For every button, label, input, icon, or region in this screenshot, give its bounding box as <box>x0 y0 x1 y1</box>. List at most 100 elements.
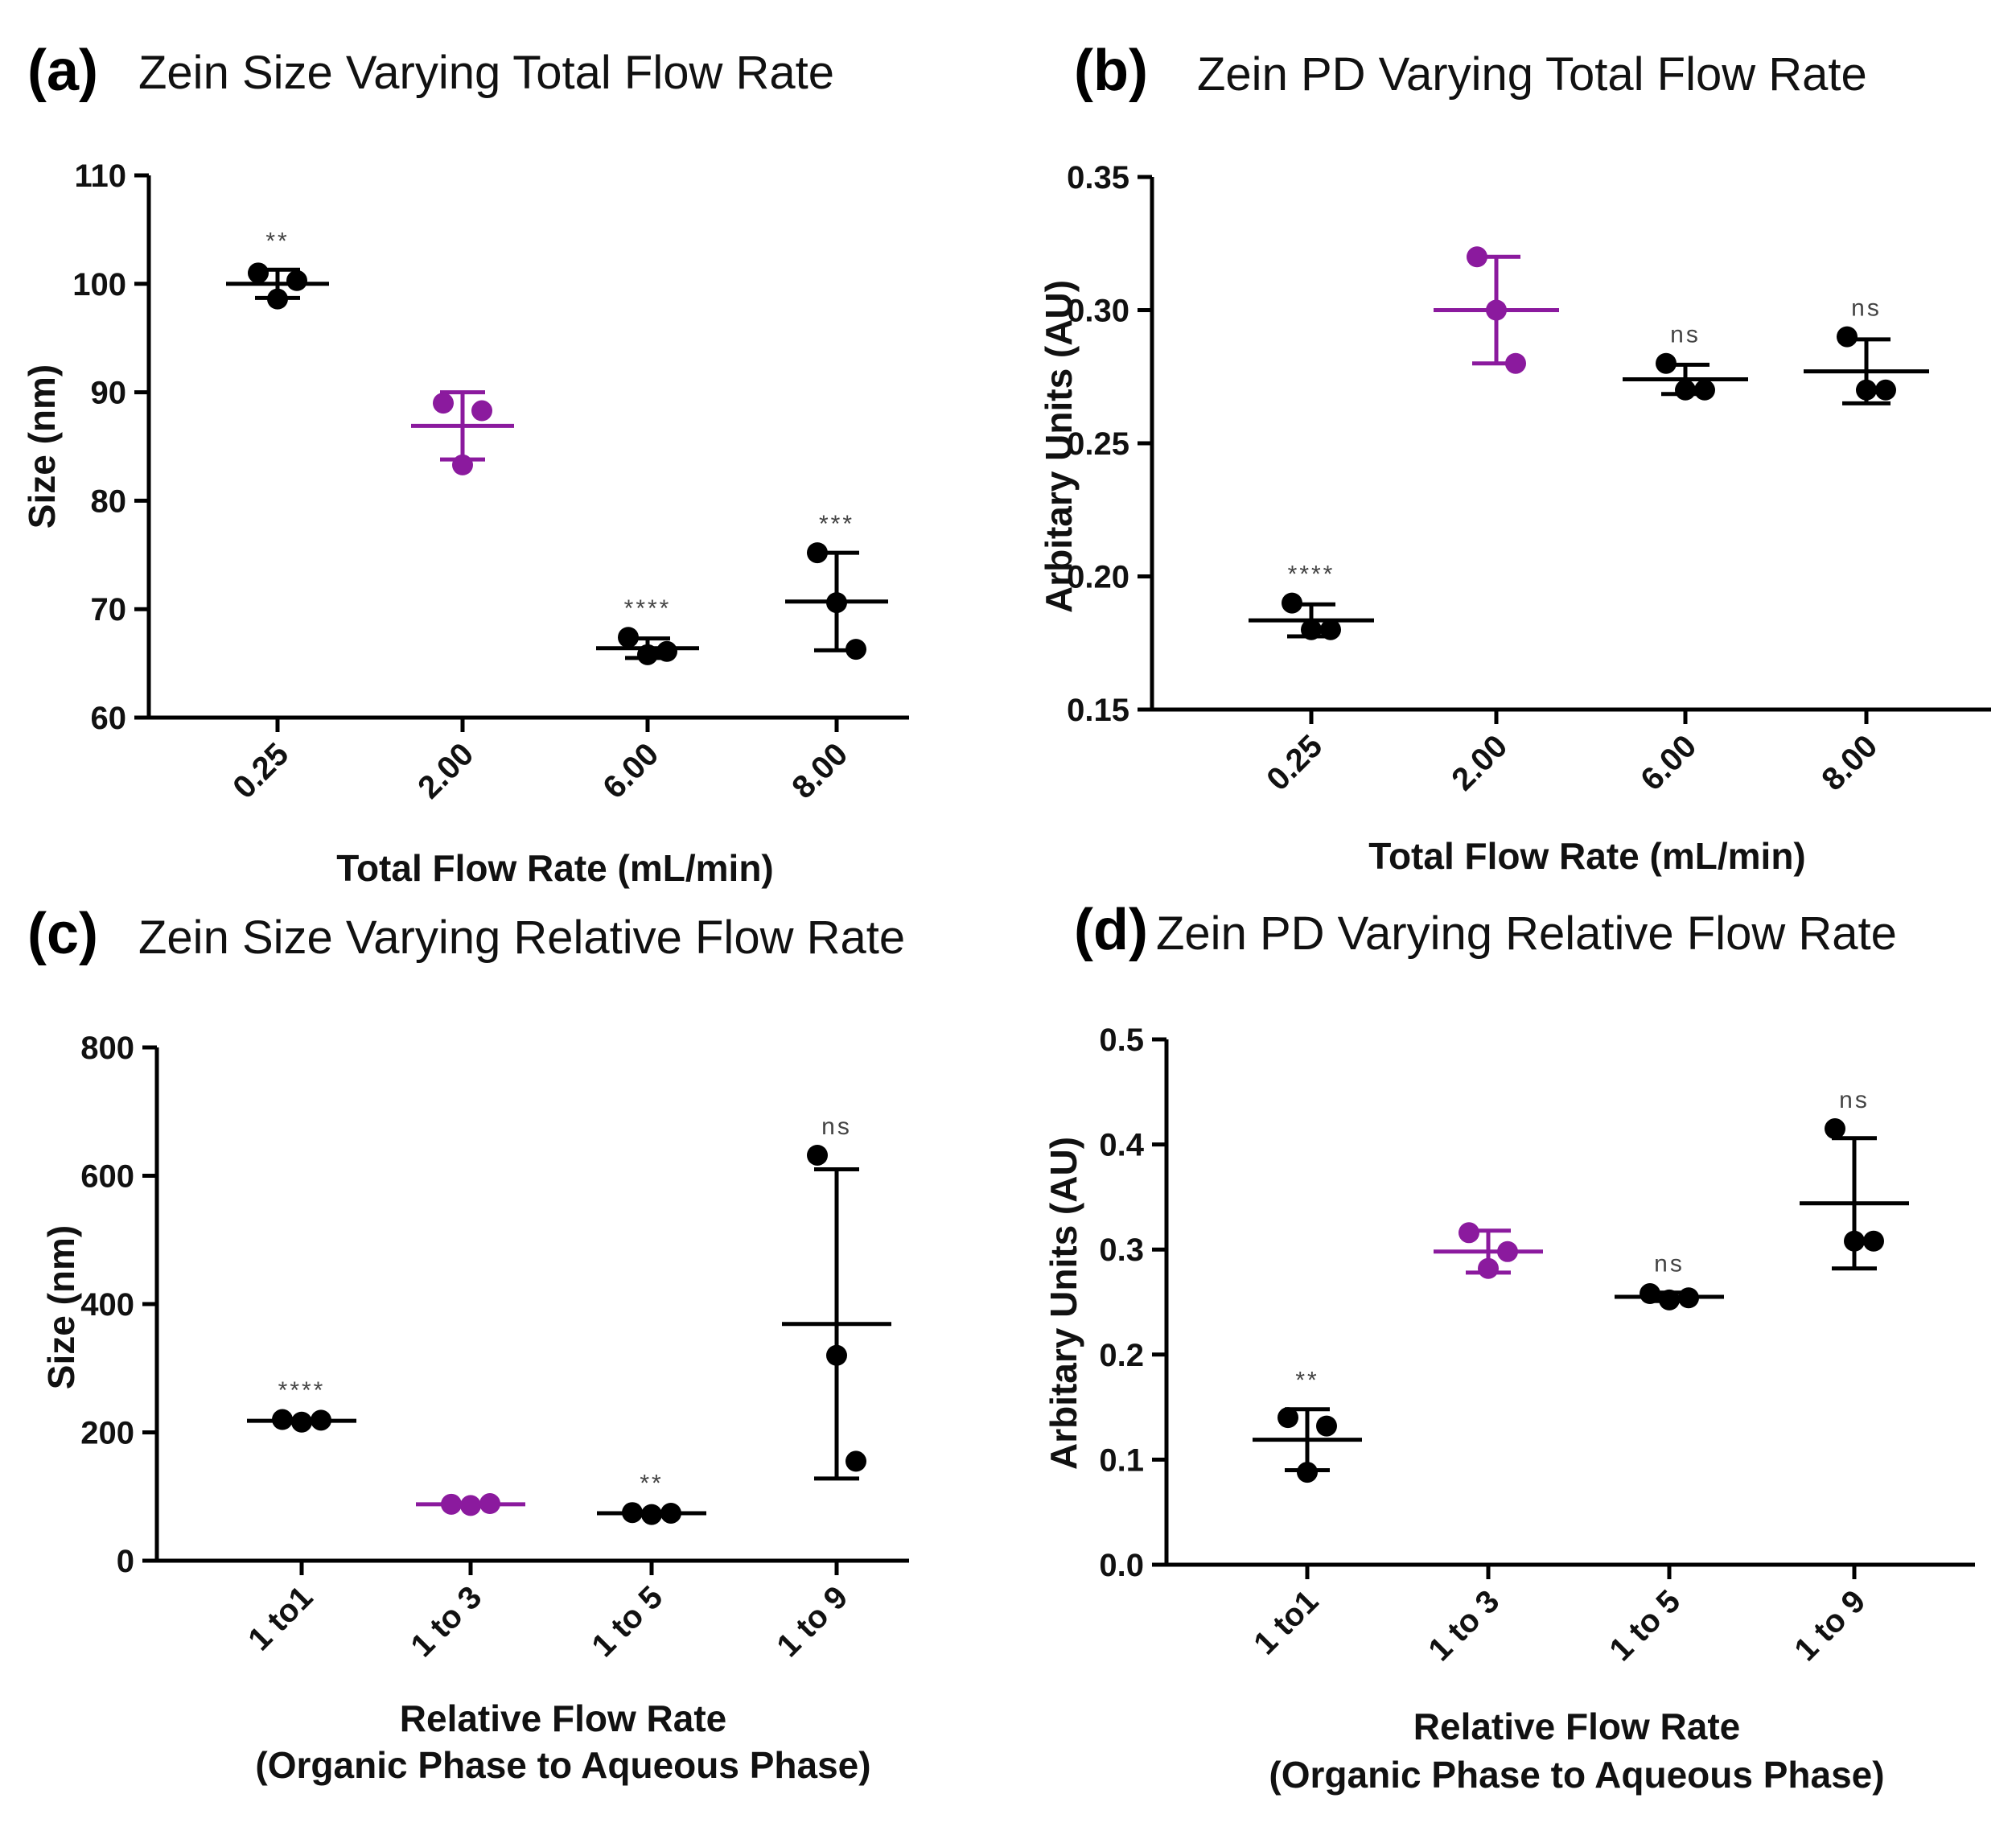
x-axis-label: Total Flow Rate (mL/min) <box>1368 835 1805 877</box>
y-tick-label: 0.20 <box>1067 560 1129 595</box>
x-tick-label: 6.00 <box>596 736 665 805</box>
x-axis-label-line2: (Organic Phase to Aqueous Phase) <box>1269 1754 1884 1796</box>
x-tick-label: 1 to 5 <box>1603 1583 1687 1668</box>
chart-title: Zein Size Varying Total Flow Rate <box>138 47 834 99</box>
data-group: **** <box>596 595 699 665</box>
data-point <box>1856 379 1877 401</box>
x-tick-label: 2.00 <box>411 736 480 805</box>
significance-label: **** <box>1288 562 1335 588</box>
significance-label: ns <box>1670 322 1701 348</box>
x-tick-label: 0.25 <box>226 736 295 805</box>
data-point <box>1301 619 1322 640</box>
data-point <box>248 262 269 284</box>
data-point <box>622 1502 643 1524</box>
data-point <box>1694 379 1715 401</box>
y-tick-label: 0.0 <box>1099 1548 1144 1583</box>
data-point <box>452 454 473 475</box>
chart-panel-d: (d) Zein PD Varying Relative Flow Rate 0.0… <box>1043 898 1975 1796</box>
data-point <box>1656 352 1677 374</box>
data-group: ns <box>1623 322 1748 401</box>
significance-label: ** <box>1295 1368 1319 1394</box>
significance-label: ns <box>1654 1251 1685 1278</box>
data-group: ns <box>1615 1251 1724 1311</box>
data-point <box>286 270 307 291</box>
x-axis-label: Relative Flow Rate <box>400 1697 726 1739</box>
x-tick-label: 1 to 9 <box>770 1579 854 1664</box>
data-group: ** <box>1253 1368 1362 1483</box>
data-point <box>1640 1283 1660 1305</box>
data-point <box>807 1144 828 1166</box>
data-group <box>411 390 514 475</box>
x-axis-label: Relative Flow Rate <box>1413 1706 1740 1747</box>
x-axis-label: Total Flow Rate (mL/min) <box>336 847 773 889</box>
data-point <box>637 644 658 665</box>
data-group: ns <box>1800 1087 1909 1271</box>
data-point <box>1875 379 1896 401</box>
chart-panel-a: (a) Zein Size Varying Total Flow Rate 60 70… <box>21 39 909 889</box>
data-point <box>845 639 866 660</box>
chart-title: Zein PD Varying Relative Flow Rate <box>1156 907 1897 960</box>
data-point <box>1659 1289 1680 1311</box>
data-point <box>1467 246 1487 268</box>
y-axis-label: Arbitary Units (AU) <box>1043 1137 1084 1470</box>
y-tick-label: 0.30 <box>1067 294 1129 329</box>
y-tick-label: 0.3 <box>1099 1232 1144 1268</box>
data-point <box>1320 619 1341 640</box>
y-tick-label: 70 <box>91 592 127 627</box>
y-tick-label: 0.2 <box>1099 1338 1144 1373</box>
data-point <box>1863 1230 1884 1252</box>
data-group: ns <box>782 1113 891 1481</box>
y-tick-label: 0 <box>117 1544 134 1579</box>
x-tick-label: 0.25 <box>1260 728 1329 797</box>
x-tick-label: 1 to 9 <box>1788 1583 1872 1668</box>
data-point <box>291 1411 312 1433</box>
y-tick-label: 100 <box>72 267 126 302</box>
data-point <box>1837 326 1858 348</box>
chart-panel-b: (b) Zein PD Varying Total Flow Rate 0.15 0.… <box>1038 39 1991 877</box>
data-group <box>1434 1222 1543 1279</box>
y-tick-label: 0.15 <box>1067 693 1129 728</box>
data-group <box>416 1493 525 1516</box>
data-point <box>1486 299 1507 321</box>
x-axis-label-line2: (Organic Phase to Aqueous Phase) <box>255 1744 870 1786</box>
chart-title: Zein PD Varying Total Flow Rate <box>1197 48 1867 101</box>
chart-title: Zein Size Varying Relative Flow Rate <box>138 911 905 964</box>
x-tick-label: 1 to 3 <box>1421 1583 1506 1668</box>
y-tick-label: 110 <box>74 158 126 194</box>
x-tick-label: 6.00 <box>1634 728 1703 797</box>
x-tick-label: 8.00 <box>1815 728 1884 797</box>
data-point <box>479 1493 500 1515</box>
x-tick-label: 8.00 <box>785 736 854 805</box>
x-tick-label: 1 to 3 <box>404 1579 488 1664</box>
data-point <box>845 1450 866 1472</box>
data-point <box>807 542 828 564</box>
significance-label: ** <box>265 228 289 254</box>
data-point <box>1825 1118 1845 1140</box>
y-tick-label: 400 <box>80 1287 134 1323</box>
data-point <box>1478 1257 1499 1279</box>
data-group <box>1434 246 1559 374</box>
panel-letter: (b) <box>1074 39 1148 103</box>
data-point <box>656 640 677 662</box>
y-tick-label: 60 <box>91 701 127 736</box>
data-point <box>1282 592 1302 614</box>
data-point <box>460 1495 481 1516</box>
data-point <box>441 1493 462 1515</box>
y-tick-label: 800 <box>80 1031 134 1066</box>
x-tick-label: 1 to 5 <box>585 1579 669 1664</box>
data-group: *** <box>785 511 888 660</box>
data-point <box>1297 1462 1318 1483</box>
data-group: ** <box>226 228 329 310</box>
data-point <box>311 1409 331 1431</box>
data-point <box>1316 1415 1337 1437</box>
significance-label: ** <box>640 1470 663 1496</box>
data-group: **** <box>247 1377 356 1433</box>
data-point <box>267 288 288 310</box>
y-tick-label: 0.1 <box>1099 1442 1144 1478</box>
y-tick-label: 90 <box>91 376 127 411</box>
x-tick-label: 2.00 <box>1445 728 1514 797</box>
data-point <box>618 627 639 648</box>
data-point <box>1277 1407 1298 1429</box>
y-tick-label: 0.35 <box>1067 160 1129 195</box>
significance-label: ns <box>821 1113 852 1140</box>
